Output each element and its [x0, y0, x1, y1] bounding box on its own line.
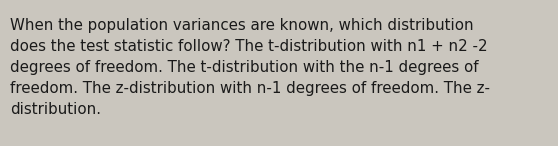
Text: When the population variances are known, which distribution
does the test statis: When the population variances are known,… — [10, 18, 490, 117]
